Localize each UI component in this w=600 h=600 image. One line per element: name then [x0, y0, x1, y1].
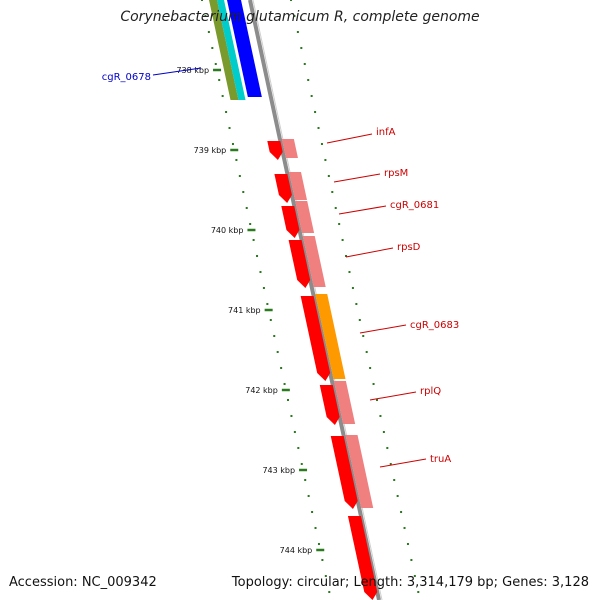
kbp-label: 743 kbp [262, 466, 295, 475]
gene-arrow-inner [267, 141, 283, 160]
kbp-label: 739 kbp [194, 146, 227, 155]
gene-arrow-inner [274, 174, 292, 203]
accession-label: Accession: NC_009342 [9, 575, 157, 590]
map-title: Corynebacterium glutamicum R, complete g… [120, 9, 480, 25]
kbp-label: 744 kbp [280, 546, 313, 555]
gene-label-infA: infA [376, 127, 396, 138]
gene-label-cgR_0681: cgR_0681 [390, 200, 439, 211]
feature-cyan [217, 0, 246, 100]
gene-leader-line [338, 205, 387, 215]
gene-leader-line [369, 391, 417, 401]
kbp-label: 740 kbp [211, 226, 244, 235]
gene-block-outer [333, 381, 356, 424]
feature-olive [209, 0, 239, 100]
gene-arrow-inner [347, 516, 378, 600]
gene-leader-line [345, 247, 394, 258]
gene-block-outer [302, 236, 326, 287]
gene-arrow-inner [300, 296, 331, 381]
gene-label-rpsD: rpsD [397, 242, 421, 253]
gene-label-cgR_0683: cgR_0683 [410, 320, 459, 331]
gene-block-outer [288, 172, 307, 200]
kbp-label: 738 kbp [176, 66, 209, 75]
gene-leader-line [152, 67, 202, 76]
gene-block-outer [295, 201, 315, 233]
gene-arrow-inner [288, 240, 311, 288]
gene-leader-line [379, 458, 427, 468]
kbp-label: 741 kbp [228, 306, 261, 315]
gene-label-rplQ: rplQ [420, 386, 441, 397]
gene-leader-line [333, 173, 381, 183]
feature-blue [227, 0, 262, 97]
gene-arrow-inner [330, 436, 358, 509]
gene-leader-line [326, 133, 373, 144]
gene-arrow-inner [281, 206, 300, 238]
gene-block-outer [345, 435, 374, 508]
kbp-label: 742 kbp [245, 386, 278, 395]
gene-label-truA: truA [430, 454, 451, 465]
gene-label-cgR_0678: cgR_0678 [102, 72, 151, 83]
topology-label: Topology: circular; Length: 3,314,179 bp… [231, 575, 589, 590]
gene-arrow-inner [319, 385, 340, 425]
gene-leader-line [359, 324, 407, 334]
gene-block-outer [281, 139, 298, 158]
gene-block-outer [315, 294, 346, 379]
gene-label-rpsM: rpsM [384, 168, 408, 179]
